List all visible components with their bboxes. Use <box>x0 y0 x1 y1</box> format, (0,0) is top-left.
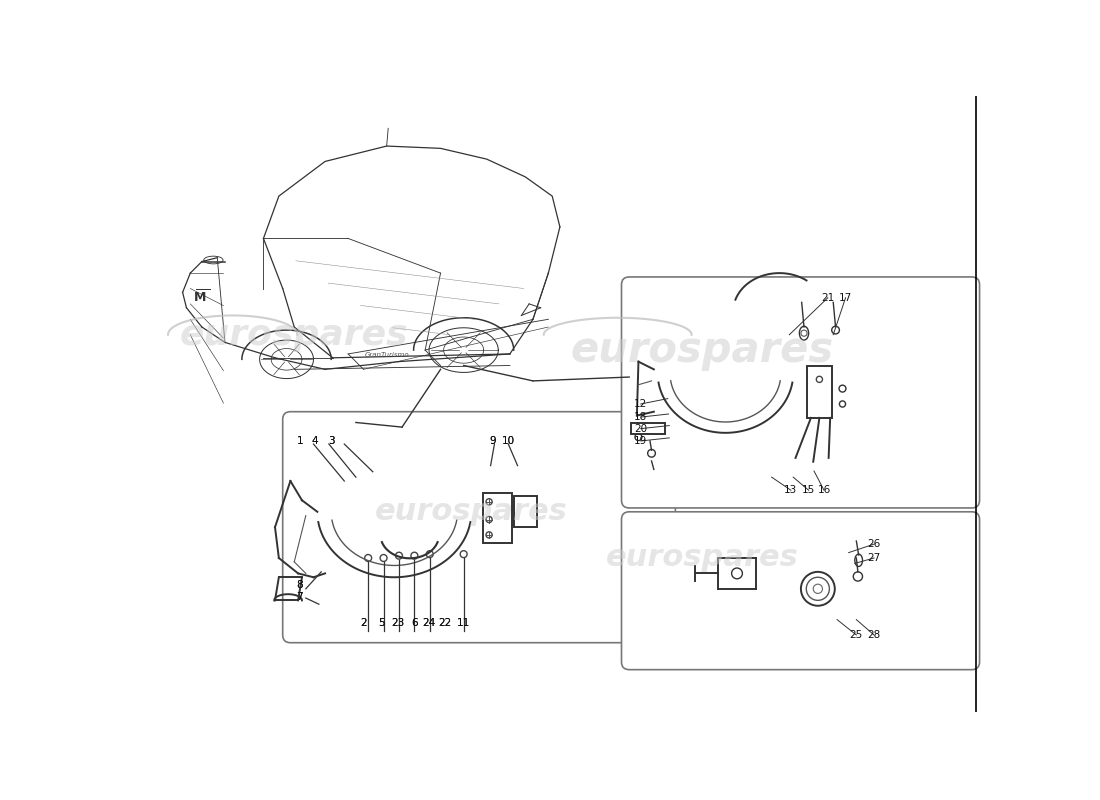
Text: 7: 7 <box>296 591 303 602</box>
FancyBboxPatch shape <box>283 412 675 642</box>
Text: 9: 9 <box>490 436 496 446</box>
Bar <box>483 493 513 542</box>
Text: 24: 24 <box>422 618 436 629</box>
Text: eurospares: eurospares <box>606 543 799 573</box>
Text: 16: 16 <box>817 486 830 495</box>
Text: 11: 11 <box>456 618 471 629</box>
Text: 3: 3 <box>328 436 334 446</box>
Text: 10: 10 <box>502 436 515 446</box>
FancyBboxPatch shape <box>621 277 980 508</box>
FancyBboxPatch shape <box>621 512 980 670</box>
Text: 22: 22 <box>439 618 452 629</box>
Bar <box>807 366 832 418</box>
Text: 26: 26 <box>868 539 881 549</box>
Text: 11: 11 <box>456 618 471 629</box>
Text: 17: 17 <box>839 293 853 302</box>
Text: 18: 18 <box>634 412 648 422</box>
Text: 22: 22 <box>439 618 452 629</box>
Text: 1: 1 <box>296 436 303 446</box>
Text: eurospares: eurospares <box>375 498 568 526</box>
Text: 3: 3 <box>328 436 334 446</box>
Text: M: M <box>194 291 207 304</box>
Text: 6: 6 <box>411 618 418 629</box>
Text: 15: 15 <box>802 486 815 495</box>
Text: 8: 8 <box>296 580 303 590</box>
Text: eurospares: eurospares <box>571 329 834 371</box>
Text: 13: 13 <box>784 486 798 495</box>
Text: eurospares: eurospares <box>180 318 408 352</box>
Text: 8: 8 <box>296 580 303 590</box>
Text: 24: 24 <box>422 618 436 629</box>
Text: 25: 25 <box>849 630 864 640</box>
Text: 5: 5 <box>378 618 385 629</box>
Bar <box>630 423 666 434</box>
Text: 2: 2 <box>360 618 367 629</box>
Text: 28: 28 <box>868 630 881 640</box>
Text: 4: 4 <box>311 436 318 446</box>
Text: 2: 2 <box>360 618 367 629</box>
Text: 7: 7 <box>296 591 303 602</box>
Text: 10: 10 <box>502 436 515 446</box>
Text: 4: 4 <box>311 436 318 446</box>
Text: 1: 1 <box>296 436 303 446</box>
Text: 19: 19 <box>634 436 648 446</box>
Text: 9: 9 <box>490 436 496 446</box>
Bar <box>514 496 537 527</box>
Text: 6: 6 <box>411 618 418 629</box>
Text: 23: 23 <box>392 618 405 629</box>
Text: GranTurismo: GranTurismo <box>364 352 409 358</box>
Text: 21: 21 <box>822 293 835 302</box>
Text: 5: 5 <box>378 618 385 629</box>
Text: 20: 20 <box>635 424 647 434</box>
Text: 23: 23 <box>392 618 405 629</box>
Text: 27: 27 <box>868 553 881 563</box>
Text: 12: 12 <box>634 399 648 409</box>
